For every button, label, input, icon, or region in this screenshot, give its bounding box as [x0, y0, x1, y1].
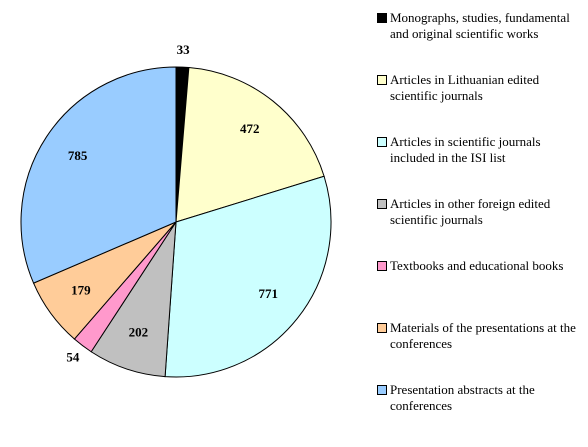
pie-area: 33 472 771 202 54 179 785: [20, 42, 332, 378]
data-label: 202: [129, 325, 149, 340]
data-label: 33: [177, 42, 191, 57]
legend-swatch: [377, 137, 387, 147]
legend-swatch: [377, 261, 387, 271]
legend-item: Articles in scientific journals included…: [374, 134, 582, 196]
legend-label: Monographs, studies, fundamental and ori…: [390, 10, 570, 41]
legend-item: Textbooks and educational books: [374, 258, 582, 320]
legend-label: Textbooks and educational books: [390, 258, 564, 273]
pie-slice: [164, 175, 332, 378]
legend-item: Articles in other foreign edited scienti…: [374, 196, 582, 258]
legend-swatch: [377, 13, 387, 23]
data-label: 771: [259, 286, 279, 301]
legend-swatch: [377, 199, 387, 209]
legend-swatch: [377, 323, 387, 333]
legend-item: Articles in Lithuanian edited scientific…: [374, 72, 582, 134]
legend: Monographs, studies, fundamental and ori…: [374, 10, 582, 444]
pie-slice: [20, 66, 177, 284]
data-label: 179: [71, 282, 91, 297]
data-label: 54: [66, 349, 80, 364]
legend-label: Articles in other foreign edited scienti…: [390, 196, 551, 227]
legend-item: Presentation abstracts at the conference…: [374, 382, 582, 444]
legend-swatch: [377, 385, 387, 395]
legend-label: Articles in scientific journals included…: [390, 134, 541, 165]
legend-item: Materials of the presentations at the co…: [374, 320, 582, 382]
legend-label: Materials of the presentations at the co…: [390, 320, 576, 351]
legend-swatch: [377, 75, 387, 85]
legend-label: Articles in Lithuanian edited scientific…: [390, 72, 540, 103]
data-label: 785: [68, 148, 88, 163]
legend-item: Monographs, studies, fundamental and ori…: [374, 10, 582, 72]
pie-slice: [175, 66, 325, 223]
data-label: 472: [240, 121, 260, 136]
legend-label: Presentation abstracts at the conference…: [390, 382, 535, 413]
